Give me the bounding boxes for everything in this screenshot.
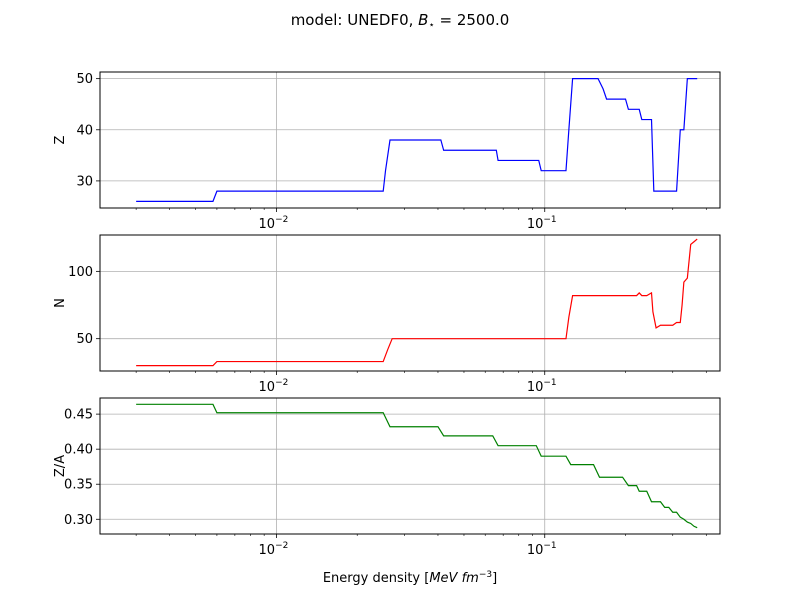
chart-title-var: B [418,11,428,29]
chart-title-prefix: model: UNEDF0, [291,11,418,29]
x-axis-label-prefix: Energy density [ [323,571,430,586]
panel-1-y-tick-label-3: 50 [76,72,93,87]
x-axis-label: Energy density [MeV fm−3] [323,570,497,586]
panel-1-y-axis-label: Z [53,135,68,144]
x-axis-label-suffix: ] [492,571,497,586]
panel-1: 10−2 10−1 30 40 50 Z [53,71,721,232]
panel-2-y-tick-label-2: 100 [68,265,93,280]
panel-2-x-tick-label-2: 10−1 [527,378,557,395]
panel-2-y-axis-label: N [53,298,68,308]
panel-3-frame [99,397,721,535]
panel-1-x-tick-label-1: 10−2 [259,215,289,232]
panel-1-y-tick-label-2: 40 [76,123,93,138]
panel-2: 10−2 10−1 50 100 N [53,234,721,395]
panel-2-frame [99,234,721,372]
panel-2-y-tick-label-1: 50 [76,332,93,347]
panel-3-y-axis-label: Z/A [53,455,68,477]
panel-3-y-tick-label-4: 0.45 [64,408,93,423]
panel-3-y-tick-label-1: 0.30 [64,513,93,528]
chart-title: model: UNEDF0, B⋆ = 2500.0 [291,11,510,31]
panel-3-y-tick-label-2: 0.35 [64,478,93,493]
chart-title-sub: ⋆ [428,20,434,31]
panels: 10−2 10−1 30 40 50 Z 10−2 10−1 50 100 N 10−2 10−1 0.3… [53,71,721,558]
panel-1-series-line [136,78,698,202]
panel-3-y-tick-label-3: 0.40 [64,443,93,458]
x-axis-label-math: MeV fm [429,571,478,586]
chart-title-suffix: = 2500.0 [435,11,510,29]
panel-3-x-tick-label-1: 10−2 [259,541,289,558]
panel-2-x-tick-label-1: 10−2 [259,378,289,395]
panel-3: 10−2 10−1 0.30 0.35 0.40 0.45 Z/A [53,397,721,558]
panel-1-x-tick-label-2: 10−1 [527,215,557,232]
panel-2-series-line [136,238,698,367]
panel-1-frame [99,71,721,209]
panel-3-x-tick-label-2: 10−1 [527,541,557,558]
panel-1-y-tick-label-1: 30 [76,174,93,189]
x-axis-label-sup: −3 [479,570,492,580]
panel-3-series-line [136,403,698,529]
